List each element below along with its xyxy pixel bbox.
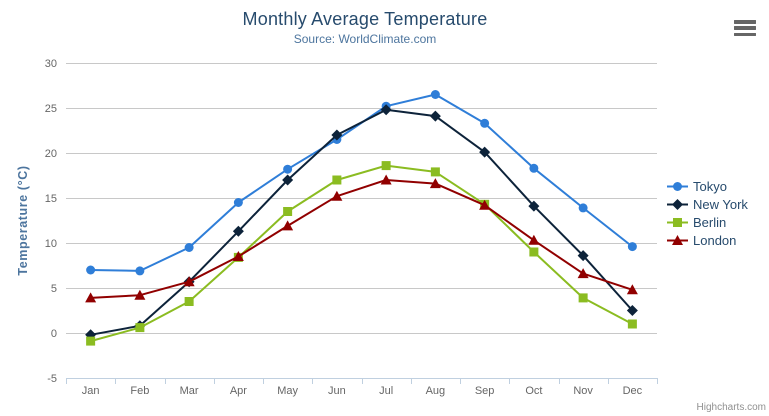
legend-label: London xyxy=(693,232,737,248)
legend: Tokyo New York Berlin London xyxy=(666,177,748,249)
legend-item-berlin[interactable]: Berlin xyxy=(666,213,748,231)
svg-text:Aug: Aug xyxy=(426,385,446,397)
hamburger-bar xyxy=(734,32,756,36)
export-menu-button[interactable] xyxy=(734,19,756,37)
svg-text:-5: -5 xyxy=(47,373,57,385)
svg-text:10: 10 xyxy=(45,238,57,250)
svg-text:Jul: Jul xyxy=(379,385,393,397)
svg-text:15: 15 xyxy=(45,193,57,205)
svg-text:30: 30 xyxy=(45,58,57,70)
svg-text:Jan: Jan xyxy=(82,385,100,397)
svg-text:Sep: Sep xyxy=(475,385,495,397)
highcharts-credit-link[interactable]: Highcharts.com xyxy=(696,402,766,413)
legend-item-tokyo[interactable]: Tokyo xyxy=(666,177,748,195)
gridlines xyxy=(66,63,657,379)
y-axis-title: Temperature (°C) xyxy=(16,165,30,275)
legend-circle-icon xyxy=(667,181,688,191)
svg-text:0: 0 xyxy=(51,328,57,340)
svg-text:5: 5 xyxy=(51,283,57,295)
x-axis-labels: Jan Feb Mar Apr May Jun Jul Aug Sep Oct Nov Dec xyxy=(82,385,643,397)
x-axis xyxy=(66,378,658,384)
legend-label: New York xyxy=(693,196,748,212)
svg-text:Feb: Feb xyxy=(130,385,149,397)
legend-item-new-york[interactable]: New York xyxy=(666,195,748,213)
svg-text:Jun: Jun xyxy=(328,385,346,397)
svg-text:25: 25 xyxy=(45,103,57,115)
svg-text:May: May xyxy=(277,385,298,397)
y-axis-labels: 30 25 20 15 10 5 0 -5 xyxy=(45,58,57,385)
chart-title: Monthly Average Temperature xyxy=(242,9,488,29)
svg-text:Apr: Apr xyxy=(230,385,247,397)
series-new-york xyxy=(85,104,638,341)
svg-text:20: 20 xyxy=(45,148,57,160)
legend-square-icon xyxy=(667,217,688,227)
svg-text:Mar: Mar xyxy=(180,385,199,397)
svg-text:Nov: Nov xyxy=(573,385,593,397)
hamburger-bar xyxy=(734,20,756,24)
chart-subtitle: Source: WorldClimate.com xyxy=(293,32,437,46)
series-london xyxy=(85,174,638,303)
legend-label: Tokyo xyxy=(693,178,727,194)
legend-item-london[interactable]: London xyxy=(666,231,748,249)
legend-triangle-icon xyxy=(667,234,688,245)
hamburger-icon xyxy=(734,19,756,36)
legend-label: Berlin xyxy=(693,214,727,230)
svg-text:Oct: Oct xyxy=(525,385,542,397)
hamburger-bar xyxy=(734,26,756,30)
svg-text:Dec: Dec xyxy=(623,385,643,397)
series-berlin xyxy=(86,161,637,346)
legend-diamond-icon xyxy=(667,198,688,210)
series-tokyo xyxy=(86,90,637,276)
